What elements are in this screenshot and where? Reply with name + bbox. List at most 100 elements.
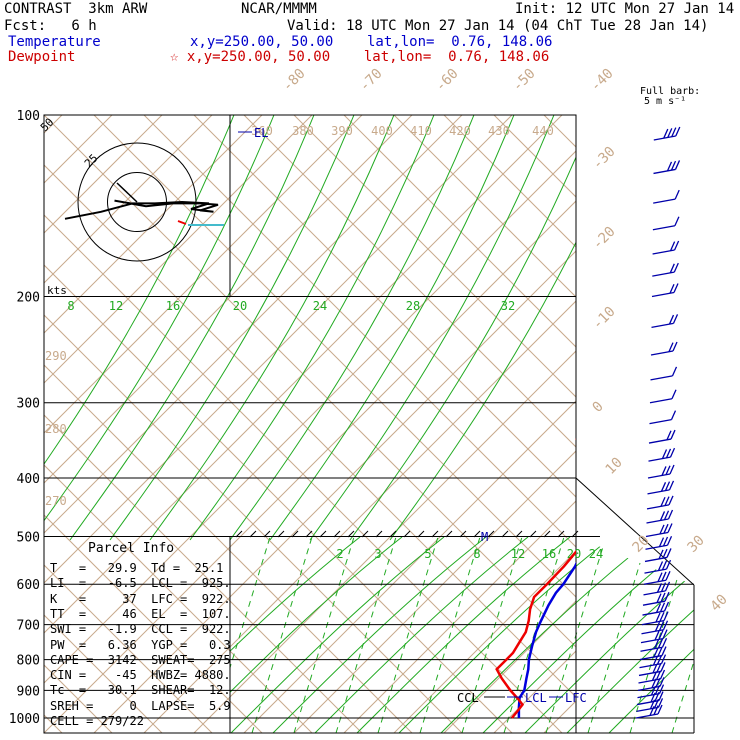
- wind-barb-shaft: [652, 225, 676, 231]
- wind-barb: [646, 495, 674, 510]
- dry-adiabat-line: [594, 115, 740, 733]
- wind-barb-feather: [669, 447, 676, 458]
- temperature-location: x,y=250.00, 50.00 lat,lon= 0.76, 148.06: [190, 34, 553, 50]
- moist-adiabat-line: [391, 537, 613, 733]
- pressure-tick-label: 1000: [9, 712, 40, 727]
- moist-adiabat-line: [230, 537, 361, 733]
- isotherm-line: [543, 700, 576, 733]
- wind-barb: [653, 160, 681, 175]
- hatch-mark: [361, 530, 369, 538]
- wind-barb-feather: [656, 655, 663, 665]
- moist-adiabat-line: [307, 537, 529, 733]
- hatch-mark: [291, 530, 299, 538]
- wind-barb: [645, 523, 673, 538]
- mixing-ratio-label: 28: [406, 299, 420, 313]
- mixing-ratio-label: 24: [589, 547, 603, 561]
- wind-barb-feather: [657, 704, 663, 715]
- theta-label: 390: [331, 124, 353, 138]
- wind-barb-feather: [652, 655, 659, 666]
- wind-barb-feather: [672, 341, 678, 352]
- wind-barb-shaft: [650, 375, 673, 381]
- moist-adiabat-line: [349, 537, 571, 733]
- wind-barb-feather: [668, 495, 674, 506]
- wind-barb-shaft: [653, 198, 676, 204]
- wind-barb: [652, 216, 680, 231]
- wind-barb-feather: [671, 127, 677, 137]
- ccl-label: CCL: [457, 691, 479, 705]
- mixing-ratio-label: 16: [542, 547, 556, 561]
- wind-barb: [641, 611, 669, 626]
- wind-barb-feather: [670, 410, 677, 420]
- moist-adiabat-line: [69, 115, 315, 541]
- temperature-profile-line: [517, 561, 576, 718]
- moist-adiabat-line: [44, 115, 235, 465]
- wind-barb-feather: [661, 637, 668, 648]
- moist-adiabat-line: [349, 155, 576, 541]
- wind-barb: [649, 389, 677, 404]
- wind-barb-feather: [672, 314, 679, 324]
- mixing-ratio-line: [419, 537, 481, 733]
- wind-barb-feather: [660, 497, 666, 507]
- mixing-ratio-label: 12: [109, 299, 123, 313]
- dry-adiabat-line: [293, 115, 576, 398]
- dry-adiabat-line: [44, 115, 576, 648]
- mixing-ratio-label: 24: [313, 299, 327, 313]
- theta-label: 280: [45, 422, 67, 436]
- wind-barb: [650, 341, 678, 356]
- wind-barb-feather: [663, 510, 670, 521]
- wind-barb-feather: [669, 283, 675, 294]
- dry-adiabat-line: [143, 115, 576, 548]
- moist-adiabat-line: [189, 115, 435, 541]
- hatch-mark: [557, 530, 565, 538]
- parcel-info-row: CAPE = 3142 SWEAT= 275: [50, 652, 231, 667]
- mixing-ratio-label: 16: [166, 299, 180, 313]
- wind-barb-feather: [661, 560, 668, 571]
- wind-barb: [648, 429, 676, 444]
- wind-barb: [653, 189, 680, 204]
- mixing-ratio-line: [230, 537, 271, 733]
- wind-barb-feather: [659, 669, 666, 680]
- wind-barb-feather: [658, 537, 665, 547]
- wind-barb: [642, 601, 670, 616]
- dry-adiabat-line: [44, 164, 576, 698]
- wind-barb: [651, 283, 679, 298]
- wind-barb-feather: [674, 189, 680, 200]
- parcel-info-row: K = 37 LFC = 922.: [50, 591, 231, 606]
- hatch-mark: [249, 530, 257, 538]
- lfc-label: LFC: [565, 691, 587, 705]
- dry-adiabat-line: [44, 364, 413, 733]
- wind-barb-feather: [653, 647, 659, 658]
- wind-barb-feather: [668, 342, 674, 352]
- parcel-info-title: Parcel Info: [88, 541, 175, 556]
- wind-barb-feather: [658, 621, 665, 631]
- dry-adiabat-line: [44, 564, 213, 733]
- wind-barb-shaft: [649, 419, 672, 425]
- wind-barb-feather: [661, 646, 667, 656]
- hodograph-marker: [177, 220, 187, 225]
- temperature-tick-label: -60: [433, 66, 462, 95]
- dry-adiabat-line: [44, 614, 163, 733]
- wind-barb-feather: [667, 128, 673, 138]
- temperature-tick-label: -50: [510, 66, 539, 95]
- temperature-tick-label: 0: [590, 399, 607, 416]
- wind-barb-feather: [660, 654, 667, 664]
- hatch-mark: [543, 530, 551, 538]
- mixing-ratio-label: 5: [424, 547, 431, 561]
- parcel-info-panel: Parcel Info T = 29.9 Td = 25.1 LI = -6.5 …: [44, 537, 231, 731]
- wind-barb-feather: [657, 646, 663, 657]
- theta-label: 430: [488, 124, 510, 138]
- theta-label: 410: [410, 124, 432, 138]
- wind-barb-feather: [674, 160, 681, 170]
- parcel-info-row: SWI = -1.9 CCL = 922.: [50, 622, 231, 637]
- mixing-ratio-label: 8: [67, 299, 74, 313]
- dry-adiabat-line: [343, 115, 576, 348]
- parcel-info-row: Tc = 30.1 SHEAR= 12.: [50, 683, 231, 698]
- wind-barb-feather: [660, 662, 666, 672]
- theta-label: 400: [371, 124, 393, 138]
- moist-adiabat-line: [109, 115, 355, 541]
- isotherm-line: [493, 650, 576, 733]
- moist-adiabat-line: [265, 537, 487, 733]
- theta-label: 420: [449, 124, 471, 138]
- wind-barb-feather: [658, 691, 664, 701]
